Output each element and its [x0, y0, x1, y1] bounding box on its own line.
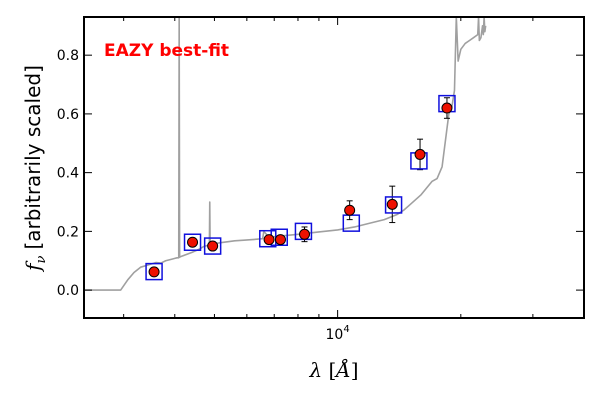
x-axis-label: λ [Å]: [308, 357, 358, 382]
x-tick-label: 104: [326, 324, 350, 343]
observed-photometry-point: [441, 102, 453, 114]
observed-photometry-point: [344, 204, 356, 216]
y-tick-label: 0.4: [57, 166, 79, 182]
observed-photometry-point: [299, 228, 311, 240]
plot-frame: [83, 16, 585, 319]
model-photometry-square: [384, 196, 403, 214]
x-axis-label-symbol: λ: [308, 358, 322, 382]
y-axis-label: fν[arbitrarily scaled]: [21, 65, 49, 273]
y-axis-label-sub: ν: [34, 255, 49, 263]
model-photometry-square: [145, 262, 163, 281]
observed-photometry-point: [414, 148, 426, 160]
y-tick-label: 0.6: [57, 107, 79, 123]
annotation-eazy-best-fit: EAZY best-fit: [104, 41, 229, 61]
model-photometry-square: [183, 233, 202, 251]
x-axis-label-unit: Å: [334, 357, 350, 382]
plot-background: [84, 17, 584, 318]
y-tick-label: 0.0: [57, 283, 79, 299]
model-photometry-square: [203, 237, 222, 255]
observed-photometry-point: [207, 240, 219, 252]
observed-photometry-point: [263, 234, 275, 246]
observed-photometry-point: [148, 266, 160, 278]
y-axis-label-text: [arbitrarily scaled]: [21, 65, 45, 249]
y-tick-label: 0.2: [57, 224, 79, 240]
observed-photometry-point: [274, 234, 286, 246]
y-tick-label: 0.8: [57, 48, 79, 64]
observed-photometry-point: [187, 236, 199, 248]
observed-photometry-point: [386, 198, 398, 210]
